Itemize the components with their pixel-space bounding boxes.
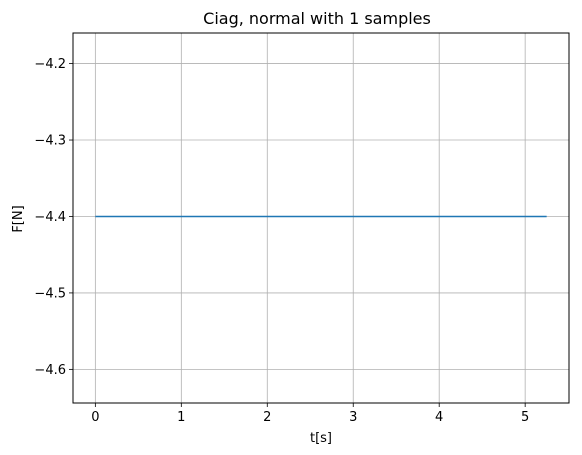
- x-tick-label: 4: [435, 410, 443, 425]
- chart-title: Ciag, normal with 1 samples: [203, 9, 431, 28]
- y-axis-label: F[N]: [11, 205, 26, 232]
- y-tick-label: −4.4: [34, 210, 66, 225]
- plot-frame: [72, 32, 570, 404]
- y-axis-ticks: −4.2 −4.3 −4.4 −4.5 −4.6: [34, 57, 73, 378]
- y-tick-label: −4.6: [34, 363, 66, 378]
- y-tick-label: −4.3: [34, 134, 66, 149]
- x-tick-label: 1: [177, 410, 185, 425]
- y-tick-label: −4.2: [34, 57, 66, 72]
- x-tick-label: 3: [349, 410, 357, 425]
- x-tick-label: 2: [263, 410, 271, 425]
- x-axis-label: t[s]: [310, 431, 332, 446]
- x-tick-label: 5: [521, 410, 529, 425]
- y-tick-label: −4.5: [34, 286, 66, 301]
- x-tick-label: 0: [91, 410, 99, 425]
- x-axis-ticks: 0 1 2 3 4 5: [91, 403, 529, 425]
